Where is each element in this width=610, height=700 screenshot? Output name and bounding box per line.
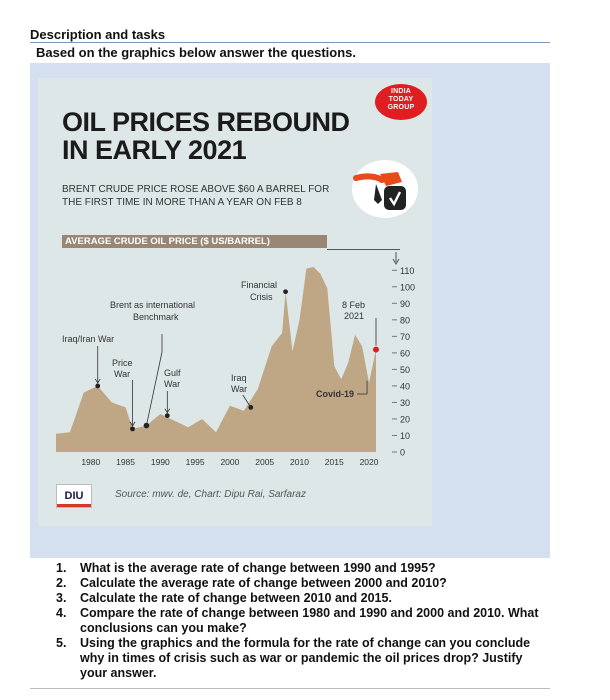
infographic-title: OIL PRICES REBOUND IN EARLY 2021 — [62, 107, 350, 165]
price-area — [56, 267, 376, 452]
annotation-label: Gulf — [164, 368, 181, 378]
header-divider — [30, 42, 550, 43]
annotation-label: War — [114, 369, 130, 379]
bottom-rule — [30, 688, 550, 689]
question-3: 3. Calculate the rate of change between 2… — [56, 591, 392, 605]
event-marker — [248, 404, 254, 410]
event-marker — [373, 346, 379, 353]
annotation-leader — [242, 394, 252, 408]
y-tick-label: 0 — [400, 448, 405, 458]
question-list: 1. What is the average rate of change bet… — [56, 561, 546, 681]
x-tick-label: 1985 — [116, 457, 135, 467]
event-marker — [164, 413, 170, 419]
fuel-pump-icon — [352, 160, 418, 218]
y-tick-label: 40 — [400, 381, 410, 391]
event-marker — [130, 426, 135, 432]
y-tick-label: 10 — [400, 431, 410, 441]
x-tick-label: 2010 — [290, 457, 309, 467]
annotation-arrow — [129, 421, 136, 427]
banner-rule — [327, 249, 400, 250]
annotation-label: Financial — [241, 280, 277, 290]
annotation-arrow — [94, 378, 101, 384]
question-2: 2. Calculate the average rate of change b… — [56, 576, 447, 590]
event-marker — [283, 289, 288, 295]
india-today-logo: INDIA TODAY GROUP — [375, 84, 427, 120]
y-tick-label: 60 — [400, 348, 410, 358]
y-tick-label: 110 — [400, 266, 414, 276]
x-tick-label: 1990 — [151, 457, 170, 467]
annotation-label: Brent as international — [110, 300, 195, 310]
annotation-label: War — [231, 384, 247, 394]
page-header: Description and tasks — [30, 27, 550, 45]
question-1: 1. What is the average rate of change bet… — [56, 561, 436, 575]
y-tick-label: 30 — [400, 398, 410, 408]
annotation-label: Covid-19 — [316, 389, 354, 399]
question-4: 4. Compare the rate of change between 198… — [56, 606, 539, 635]
y-tick-label: 20 — [400, 414, 410, 424]
chart-source: Source: mwv. de, Chart: Dipu Rai, Sarfar… — [115, 489, 306, 500]
diu-logo-bar — [57, 504, 91, 507]
y-axis-arrow-icon — [392, 258, 400, 265]
annotation-label: Iraq/Iran War — [62, 334, 114, 344]
event-marker — [143, 422, 150, 429]
annotation-label: Benchmark — [133, 312, 179, 322]
y-tick-label: 100 — [400, 282, 415, 292]
question-5: 5. Using the graphics and the formula for… — [56, 636, 531, 680]
annotation-label: Price — [112, 358, 133, 368]
x-tick-label: 1995 — [186, 457, 205, 467]
annotation-arrow — [164, 408, 171, 414]
y-tick-label: 90 — [400, 299, 410, 309]
y-tick-label: 80 — [400, 315, 410, 325]
x-tick-label: 1980 — [81, 457, 100, 467]
page-subtitle: Based on the graphics below answer the q… — [36, 45, 357, 60]
y-tick-label: 50 — [400, 365, 410, 375]
x-tick-label: 2015 — [325, 457, 344, 467]
annotation-label: War — [164, 379, 180, 389]
chart-banner: AVERAGE CRUDE OIL PRICE ($ US/BARREL) — [62, 235, 327, 248]
x-tick-label: 2005 — [255, 457, 274, 467]
y-tick-label: 70 — [400, 332, 410, 342]
x-tick-label: 2000 — [220, 457, 239, 467]
event-marker — [95, 383, 101, 389]
x-tick-label: 2020 — [360, 457, 379, 467]
page-title: Description and tasks — [30, 27, 166, 42]
annotation-label: Iraq — [231, 373, 247, 383]
annotation-leader — [146, 351, 163, 426]
annotation-label: 8 Feb — [342, 300, 365, 310]
annotation-label: Crisis — [250, 292, 273, 302]
annotation-label: 2021 — [344, 311, 364, 321]
infographic-subtitle: BRENT CRUDE PRICE ROSE ABOVE $60 A BARRE… — [62, 184, 330, 208]
